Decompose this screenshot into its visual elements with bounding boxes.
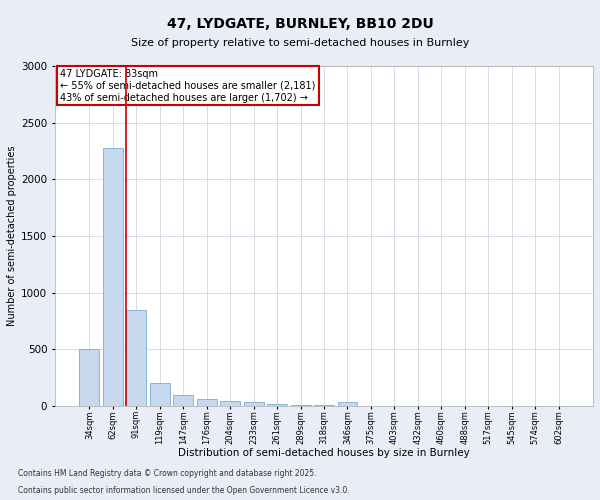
Text: Contains HM Land Registry data © Crown copyright and database right 2025.: Contains HM Land Registry data © Crown c… — [18, 468, 317, 477]
Text: Size of property relative to semi-detached houses in Burnley: Size of property relative to semi-detach… — [131, 38, 469, 48]
Bar — [290, 404, 311, 406]
Bar — [220, 400, 240, 406]
Text: 47 LYDGATE: 83sqm
← 55% of semi-detached houses are smaller (2,181)
43% of semi-: 47 LYDGATE: 83sqm ← 55% of semi-detached… — [61, 70, 316, 102]
Bar — [338, 402, 358, 406]
Bar — [127, 310, 146, 406]
Bar — [103, 148, 123, 406]
Bar — [79, 349, 100, 406]
Bar — [173, 394, 193, 406]
X-axis label: Distribution of semi-detached houses by size in Burnley: Distribution of semi-detached houses by … — [178, 448, 470, 458]
Text: Contains public sector information licensed under the Open Government Licence v3: Contains public sector information licen… — [18, 486, 350, 495]
Y-axis label: Number of semi-detached properties: Number of semi-detached properties — [7, 146, 17, 326]
Bar — [244, 402, 263, 406]
Bar — [150, 383, 170, 406]
Bar — [197, 399, 217, 406]
Bar — [267, 404, 287, 406]
Text: 47, LYDGATE, BURNLEY, BB10 2DU: 47, LYDGATE, BURNLEY, BB10 2DU — [167, 18, 433, 32]
